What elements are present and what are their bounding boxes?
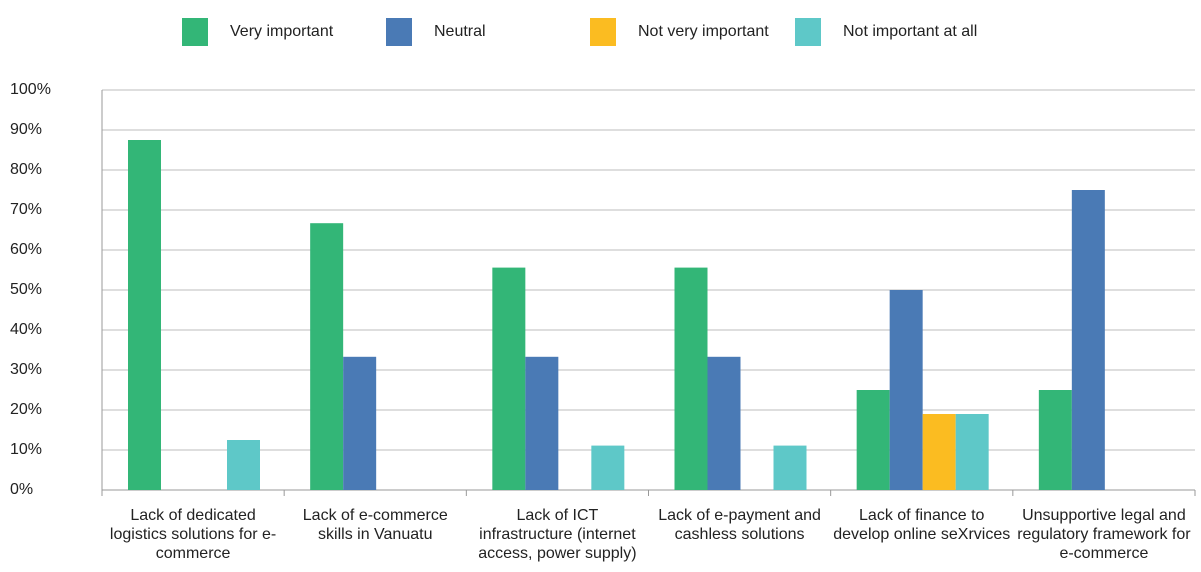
y-tick-label: 60% bbox=[10, 241, 42, 258]
y-tick-label: 30% bbox=[10, 361, 42, 378]
y-tick-label: 50% bbox=[10, 281, 42, 298]
y-tick-label: 100% bbox=[10, 81, 51, 98]
bar bbox=[707, 356, 741, 490]
y-tick-label: 70% bbox=[10, 201, 42, 218]
y-tick-label: 20% bbox=[10, 401, 42, 418]
bar bbox=[955, 414, 989, 490]
legend-label: Neutral bbox=[434, 23, 486, 40]
bar bbox=[591, 445, 625, 490]
legend-label: Not very important bbox=[638, 23, 769, 40]
x-tick-label: Lack of e-commerce skills in Vanuatu bbox=[302, 507, 448, 543]
bar bbox=[128, 140, 161, 490]
y-tick-label: 10% bbox=[10, 441, 42, 458]
bar bbox=[889, 290, 923, 490]
legend-swatch bbox=[182, 18, 208, 46]
bar bbox=[1038, 390, 1072, 490]
bar bbox=[492, 267, 526, 490]
legend-swatch bbox=[590, 18, 616, 46]
bar bbox=[773, 445, 807, 490]
bar bbox=[343, 356, 377, 490]
legend-label: Very important bbox=[230, 23, 334, 40]
legend-swatch bbox=[795, 18, 821, 46]
x-tick-label: Lack of dedicated logistics solutions fo… bbox=[109, 507, 277, 562]
x-tick-label: Lack of finance to develop online seXrvi… bbox=[833, 507, 1011, 543]
y-tick-label: 80% bbox=[10, 161, 42, 178]
legend-label: Not important at all bbox=[843, 23, 977, 40]
bar bbox=[1071, 190, 1105, 490]
x-tick-label: Lack of e-payment and cashless solutions bbox=[658, 507, 821, 543]
legend-swatch bbox=[386, 18, 412, 46]
bar bbox=[525, 356, 559, 490]
bar bbox=[674, 267, 708, 490]
y-tick-label: 0% bbox=[10, 481, 33, 498]
bar bbox=[856, 390, 890, 490]
x-tick-label: Lack of ICT infrastructure (internet acc… bbox=[478, 507, 637, 562]
x-tick-label: Unsupportive legal and regulatory framew… bbox=[1017, 507, 1191, 562]
bar bbox=[922, 414, 956, 490]
y-tick-label: 90% bbox=[10, 121, 42, 138]
y-tick-label: 40% bbox=[10, 321, 42, 338]
bar bbox=[227, 440, 260, 490]
bar bbox=[310, 223, 344, 490]
